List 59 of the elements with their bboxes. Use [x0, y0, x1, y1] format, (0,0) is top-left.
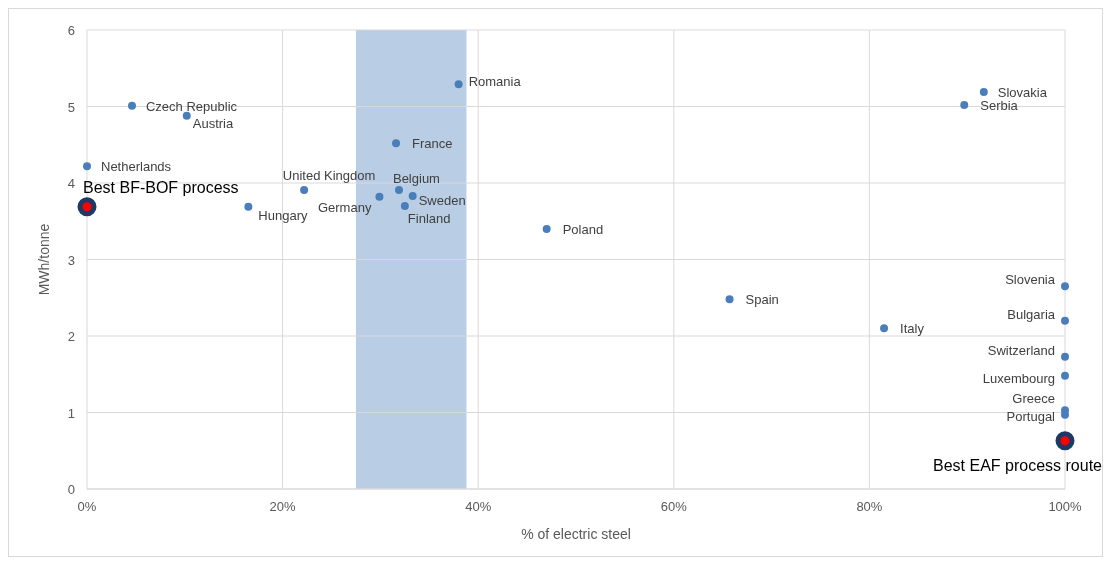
- y-tick-label: 1: [67, 405, 75, 421]
- point: [542, 224, 551, 233]
- point: [979, 87, 988, 96]
- y-tick-label: 0: [67, 482, 75, 497]
- annotation: Austria: [192, 115, 234, 131]
- x-tick-label: 0%: [77, 499, 97, 514]
- annotation: Slovenia: [1005, 272, 1056, 288]
- point: [408, 192, 417, 201]
- y-tick-label: 2: [67, 329, 75, 344]
- annotation: Portugal: [1006, 408, 1056, 424]
- point: [1061, 352, 1069, 361]
- annotation: Netherlands: [101, 159, 172, 175]
- x-tick-label: 40%: [465, 499, 492, 514]
- annotation: Luxembourg: [982, 370, 1055, 386]
- annotation: Best EAF process route: [933, 456, 1103, 474]
- annotation: Serbia: [980, 97, 1019, 113]
- annotation: Switzerland: [987, 342, 1055, 358]
- point: [960, 100, 969, 109]
- y-axis-title: MWh/tonne: [36, 223, 52, 296]
- y-tick-label: 3: [67, 252, 75, 268]
- point: [1061, 282, 1069, 291]
- point: [392, 139, 401, 148]
- annotation: Greece: [1012, 391, 1055, 407]
- point: [127, 101, 136, 110]
- annotation: Sweden: [418, 193, 466, 209]
- annotation: Finland: [407, 210, 451, 226]
- point: [244, 202, 253, 211]
- x-axis-title: % of electric steel: [521, 526, 631, 542]
- annotation: France: [412, 136, 453, 152]
- annotation: Best BF-BOF process: [83, 178, 239, 196]
- annotation: Belgium: [392, 170, 440, 186]
- annotation: Bulgaria: [1007, 306, 1056, 322]
- x-tick-label: 80%: [856, 499, 883, 514]
- point: [83, 162, 91, 171]
- point: [1061, 371, 1069, 380]
- annotation: Slovakia: [997, 84, 1048, 100]
- point: [880, 324, 889, 333]
- point: [725, 295, 734, 304]
- point: [375, 192, 384, 201]
- y-tick-label: 5: [67, 99, 75, 115]
- annotation: Poland: [562, 221, 604, 237]
- point: [1055, 431, 1075, 451]
- point: [77, 197, 97, 217]
- point: [300, 185, 309, 194]
- annotation: Italy: [900, 321, 925, 337]
- x-tick-label: 100%: [1048, 499, 1083, 514]
- point: [454, 80, 463, 89]
- annotation: Spain: [745, 292, 779, 308]
- x-tick-label: 60%: [660, 499, 688, 514]
- annotation: Hungary: [258, 207, 309, 223]
- annotation: Czech Republic: [145, 98, 238, 114]
- y-tick-label: 6: [67, 23, 75, 38]
- y-tick-label: 4: [67, 176, 75, 191]
- x-tick-label: 20%: [269, 499, 297, 514]
- annotation: Germany: [317, 199, 372, 215]
- annotation: United Kingdom: [282, 167, 376, 183]
- point: [400, 201, 409, 210]
- annotation: Romania: [468, 74, 522, 90]
- point: [1061, 316, 1069, 325]
